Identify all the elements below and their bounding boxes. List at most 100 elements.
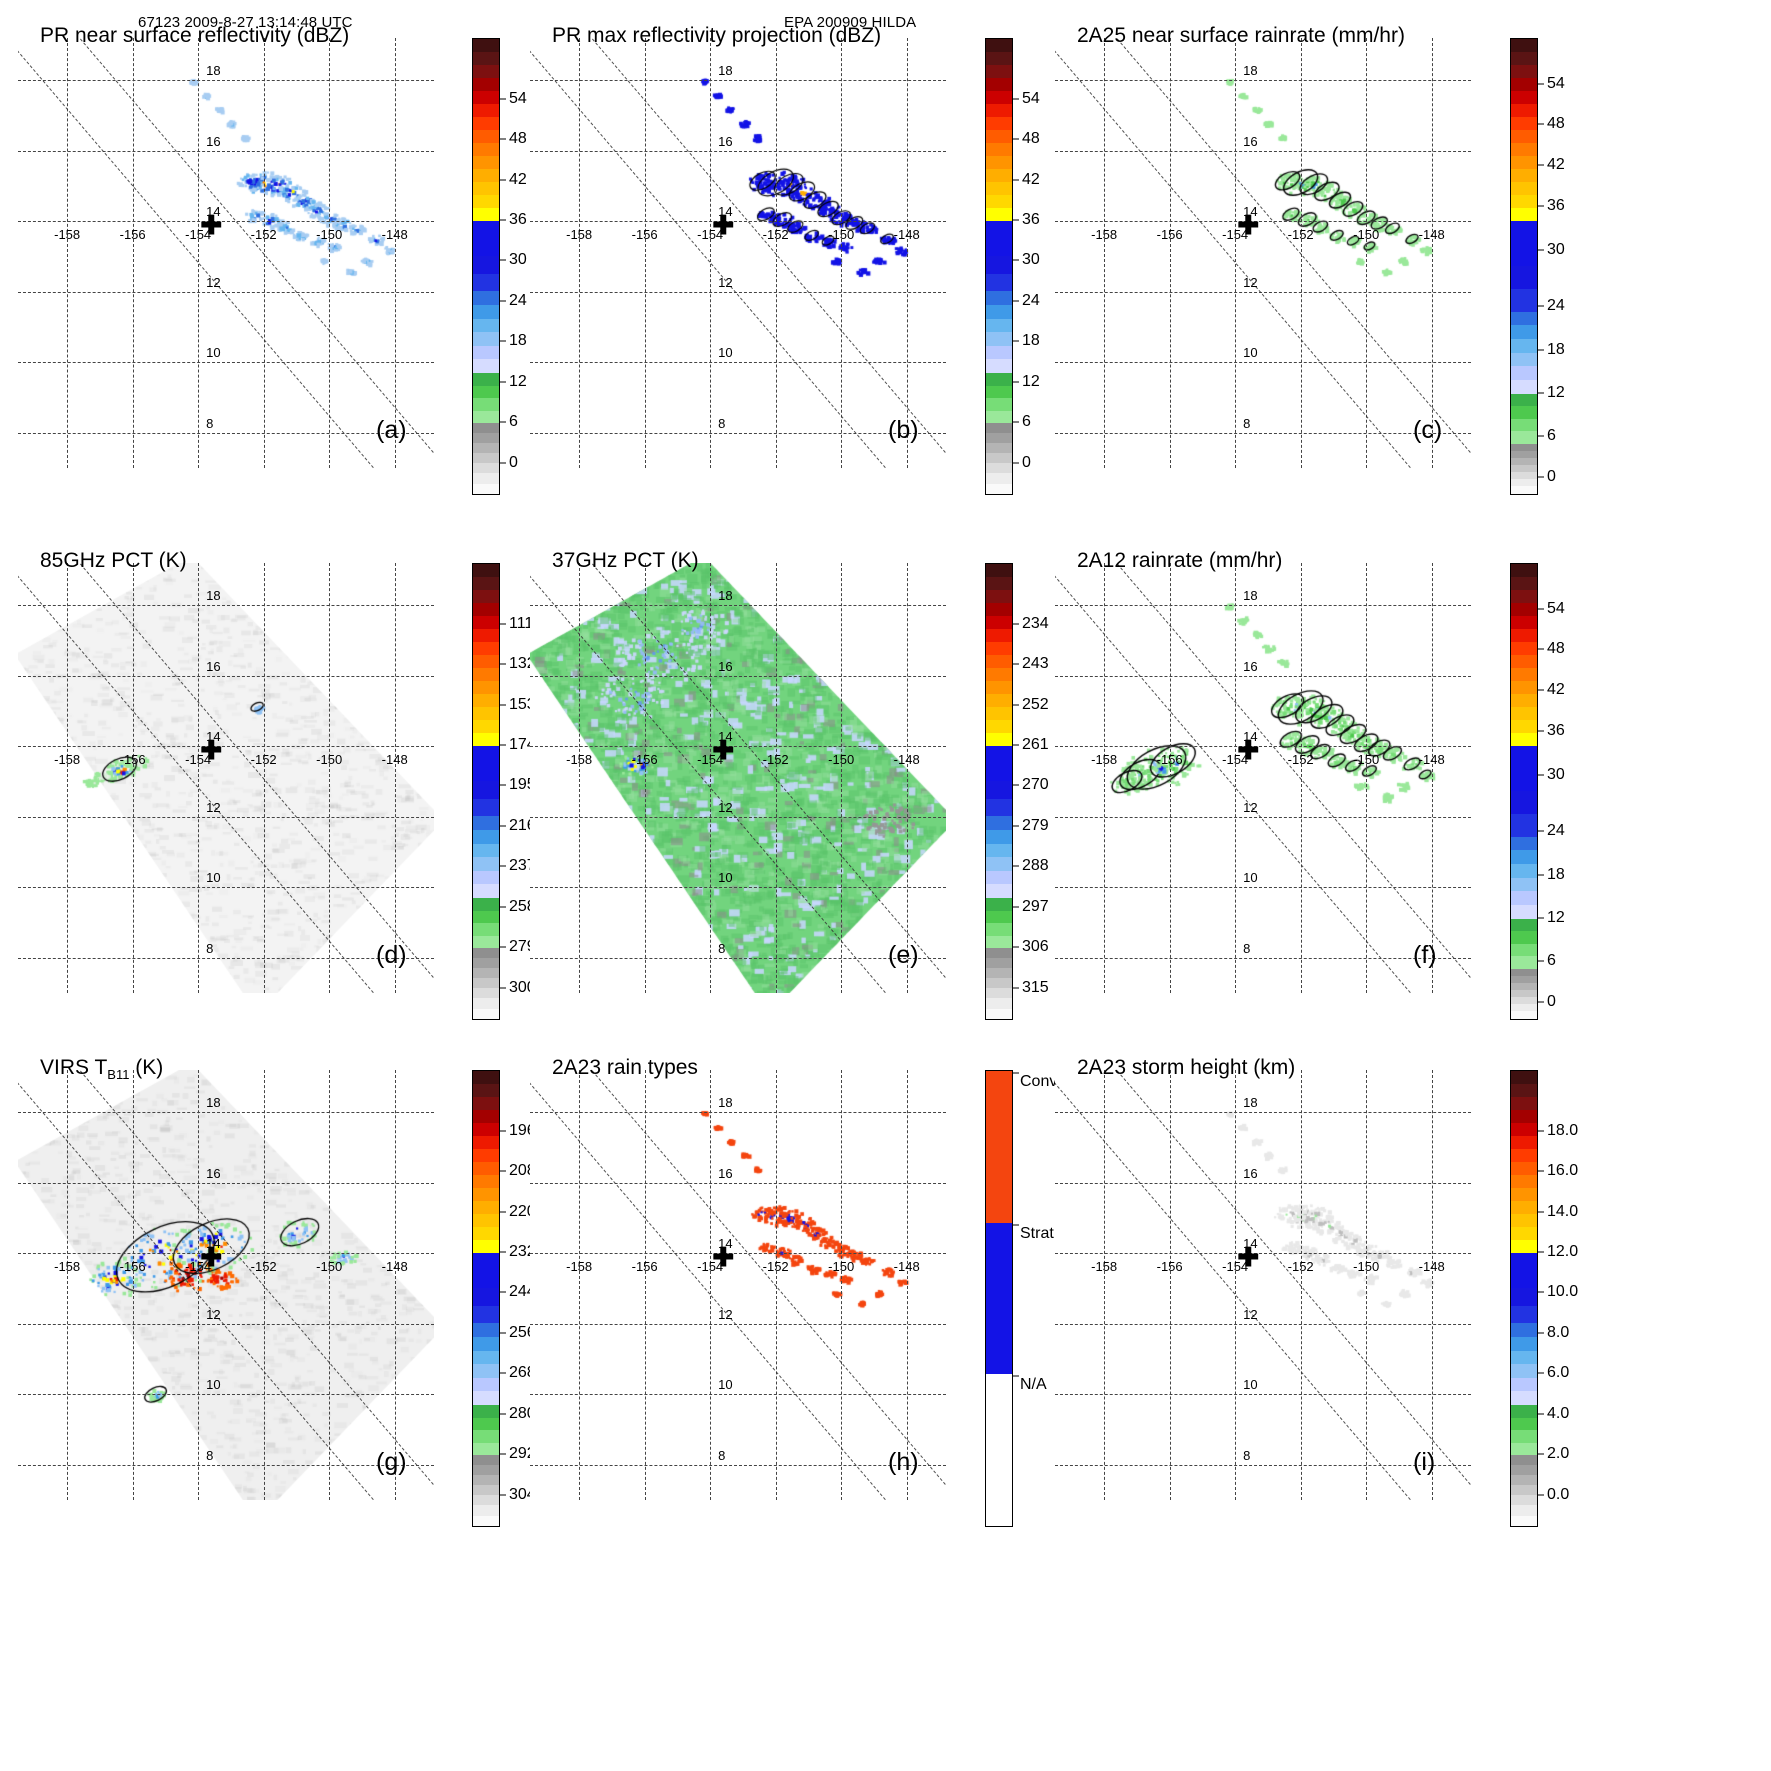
colorbar-tick-label: 297: [1022, 897, 1049, 915]
colorbar-tick: [499, 663, 506, 665]
colorbar-tick: [1012, 381, 1019, 383]
panel-f[interactable]: -158 -156 -154 -152 -150 -148 18 16 14 12 10 8 ✚ 2A12…: [1055, 549, 1630, 1058]
colorbar-tick: [1537, 205, 1544, 207]
panel-i[interactable]: -158 -156 -154 -152 -150 -148 18 16 14 12 10 8 ✚ 2A23…: [1055, 1056, 1630, 1565]
gridline-lon: [841, 38, 843, 468]
colorbar-tick: [1012, 784, 1019, 786]
colorbar-segment: [986, 238, 1012, 257]
colorbar-segment: [986, 64, 1012, 78]
lon-tick-label: -150: [828, 227, 855, 243]
colorbar-segment: [1511, 1011, 1537, 1019]
panel-e[interactable]: -158 -156 -154 -152 -150 -148 18 16 14 12 10 8 ✚ 37GH…: [530, 549, 1105, 1058]
colorbar-d[interactable]: [472, 563, 500, 1020]
colorbar-a[interactable]: [472, 38, 500, 495]
colorbar-segment: [1511, 51, 1537, 65]
lon-tick-label: -154: [185, 752, 212, 768]
colorbar-segment: [1511, 931, 1537, 944]
colorbar-segment: [1511, 1364, 1537, 1378]
gridline-lat: [1055, 957, 1471, 959]
panel-label-e: (e): [888, 941, 919, 969]
storm-center-marker: ✚: [712, 1241, 735, 1272]
colorbar-h[interactable]: [985, 1070, 1013, 1527]
lon-tick-label: -150: [1353, 1259, 1380, 1275]
colorbar-segment: [986, 453, 1012, 464]
colorbar-tick: [1012, 623, 1019, 625]
panel-g[interactable]: -158 -156 -154 -152 -150 -148 18 16 14 12 10 8 ✚ VIRS…: [18, 1056, 592, 1565]
lon-tick-label: -154: [1222, 1259, 1249, 1275]
panel-h[interactable]: -158 -156 -154 -152 -150 -148 18 16 14 12 10 8 ✚ 2A23…: [530, 1056, 1105, 1565]
panel-c[interactable]: -158 -156 -154 -152 -150 -148 18 16 14 12 10 8 ✚ 2A25…: [1055, 24, 1630, 533]
colorbar-segment: [473, 220, 499, 239]
colorbar-segment: [1511, 1213, 1537, 1227]
colorbar-tick: [499, 421, 506, 423]
colorbar-f[interactable]: [1510, 563, 1538, 1020]
map-data-layer-e: [530, 563, 946, 993]
lon-tick-label: -152: [250, 1259, 277, 1275]
colorbar-segment: [986, 410, 1012, 424]
gridline-lat: [1055, 80, 1471, 82]
colorbar-tick-label: 8.0: [1547, 1323, 1570, 1341]
map-plot-i[interactable]: -158 -156 -154 -152 -150 -148 18 16 14 12 10 8 ✚: [1055, 1070, 1471, 1500]
map-data-layer-d: [18, 563, 434, 993]
storm-center-marker: ✚: [200, 209, 223, 240]
gridline-lat: [1055, 605, 1471, 607]
colorbar-tick-label: 279: [509, 938, 536, 956]
colorbar-segment: [986, 443, 1012, 454]
lon-tick-label: -150: [1353, 752, 1380, 768]
panel-a[interactable]: -158 -156 -154 -152 -150 -148 18 16 14 12 10 8 ✚ PR n…: [18, 24, 592, 533]
lon-tick-label: -156: [1156, 752, 1183, 768]
colorbar-segment: [1511, 641, 1537, 655]
colorbar-segment: [1511, 745, 1537, 769]
gridline-lat: [530, 1394, 946, 1396]
map-plot-c[interactable]: -158 -156 -154 -152 -150 -148 18 16 14 12 10 8 ✚: [1055, 38, 1471, 468]
colorbar-segment: [1511, 339, 1537, 353]
colorbar-segment: [473, 763, 499, 782]
colorbar-segment: [473, 1288, 499, 1306]
panel-d[interactable]: -158 -156 -154 -152 -150 -148 18 16 14 12 10 8 ✚ 85GH…: [18, 549, 592, 1058]
lat-tick-label: 16: [718, 133, 733, 149]
colorbar-segment: [1511, 1417, 1537, 1431]
map-plot-a[interactable]: -158 -156 -154 -152 -150 -148 18 16 14 12 10 8 ✚: [18, 38, 434, 468]
colorbar-tick-label: 12: [509, 372, 527, 390]
colorbar-tick: [1012, 906, 1019, 908]
map-plot-f[interactable]: -158 -156 -154 -152 -150 -148 18 16 14 12 10 8 ✚: [1055, 563, 1471, 993]
gridline-lat: [1055, 1253, 1471, 1255]
map-data-layer-h: [530, 1070, 946, 1500]
gridline-lat: [530, 1323, 946, 1325]
colorbar-segment: [473, 1161, 499, 1175]
colorbar-g[interactable]: [472, 1070, 500, 1527]
colorbar-e[interactable]: [985, 563, 1013, 1020]
gridline-lon: [644, 1070, 646, 1500]
panel-label-i: (i): [1413, 1448, 1436, 1476]
lon-tick-label: -158: [566, 1259, 593, 1275]
colorbar-c[interactable]: [1510, 38, 1538, 495]
colorbar-b[interactable]: [985, 38, 1013, 495]
colorbar-tick-label: 0: [1022, 453, 1031, 471]
colorbar-tick: [1537, 917, 1544, 919]
map-plot-d[interactable]: -158 -156 -154 -152 -150 -148 18 16 14 12 10 8 ✚: [18, 563, 434, 993]
colorbar-segment: [473, 1252, 499, 1271]
map-plot-b[interactable]: -158 -156 -154 -152 -150 -148 18 16 14 12 10 8 ✚: [530, 38, 946, 468]
lat-tick-label: 16: [1243, 1165, 1258, 1181]
colorbar-tick: [499, 462, 506, 464]
lon-tick-label: -158: [54, 1259, 81, 1275]
colorbar-segment: [986, 680, 1012, 694]
map-data-layer-g: [18, 1070, 434, 1500]
colorbar-category-label: Conv: [1020, 1073, 1058, 1090]
colorbar-segment: [473, 843, 499, 858]
map-plot-h[interactable]: -158 -156 -154 -152 -150 -148 18 16 14 12 10 8 ✚: [530, 1070, 946, 1500]
colorbar-segment: [473, 1505, 499, 1516]
colorbar-segment: [1511, 1004, 1537, 1012]
lon-tick-label: -154: [1222, 752, 1249, 768]
colorbar-segment: [473, 1071, 499, 1084]
colorbar-i[interactable]: [1510, 1070, 1538, 1527]
colorbar-segment: [473, 385, 499, 399]
panel-b[interactable]: -158 -156 -154 -152 -150 -148 18 16 14 12 10 8 ✚ PR m…: [530, 24, 1105, 533]
map-plot-e[interactable]: -158 -156 -154 -152 -150 -148 18 16 14 12 10 8 ✚: [530, 563, 946, 993]
storm-center-marker: ✚: [1237, 734, 1260, 765]
lat-tick-label: 16: [718, 658, 733, 674]
map-plot-g[interactable]: -158 -156 -154 -152 -150 -148 18 16 14 12 10 8 ✚: [18, 1070, 434, 1500]
colorbar-segment: [1511, 289, 1537, 312]
colorbar-tick-label: 132: [509, 655, 536, 673]
gridline-lat: [530, 1464, 946, 1466]
